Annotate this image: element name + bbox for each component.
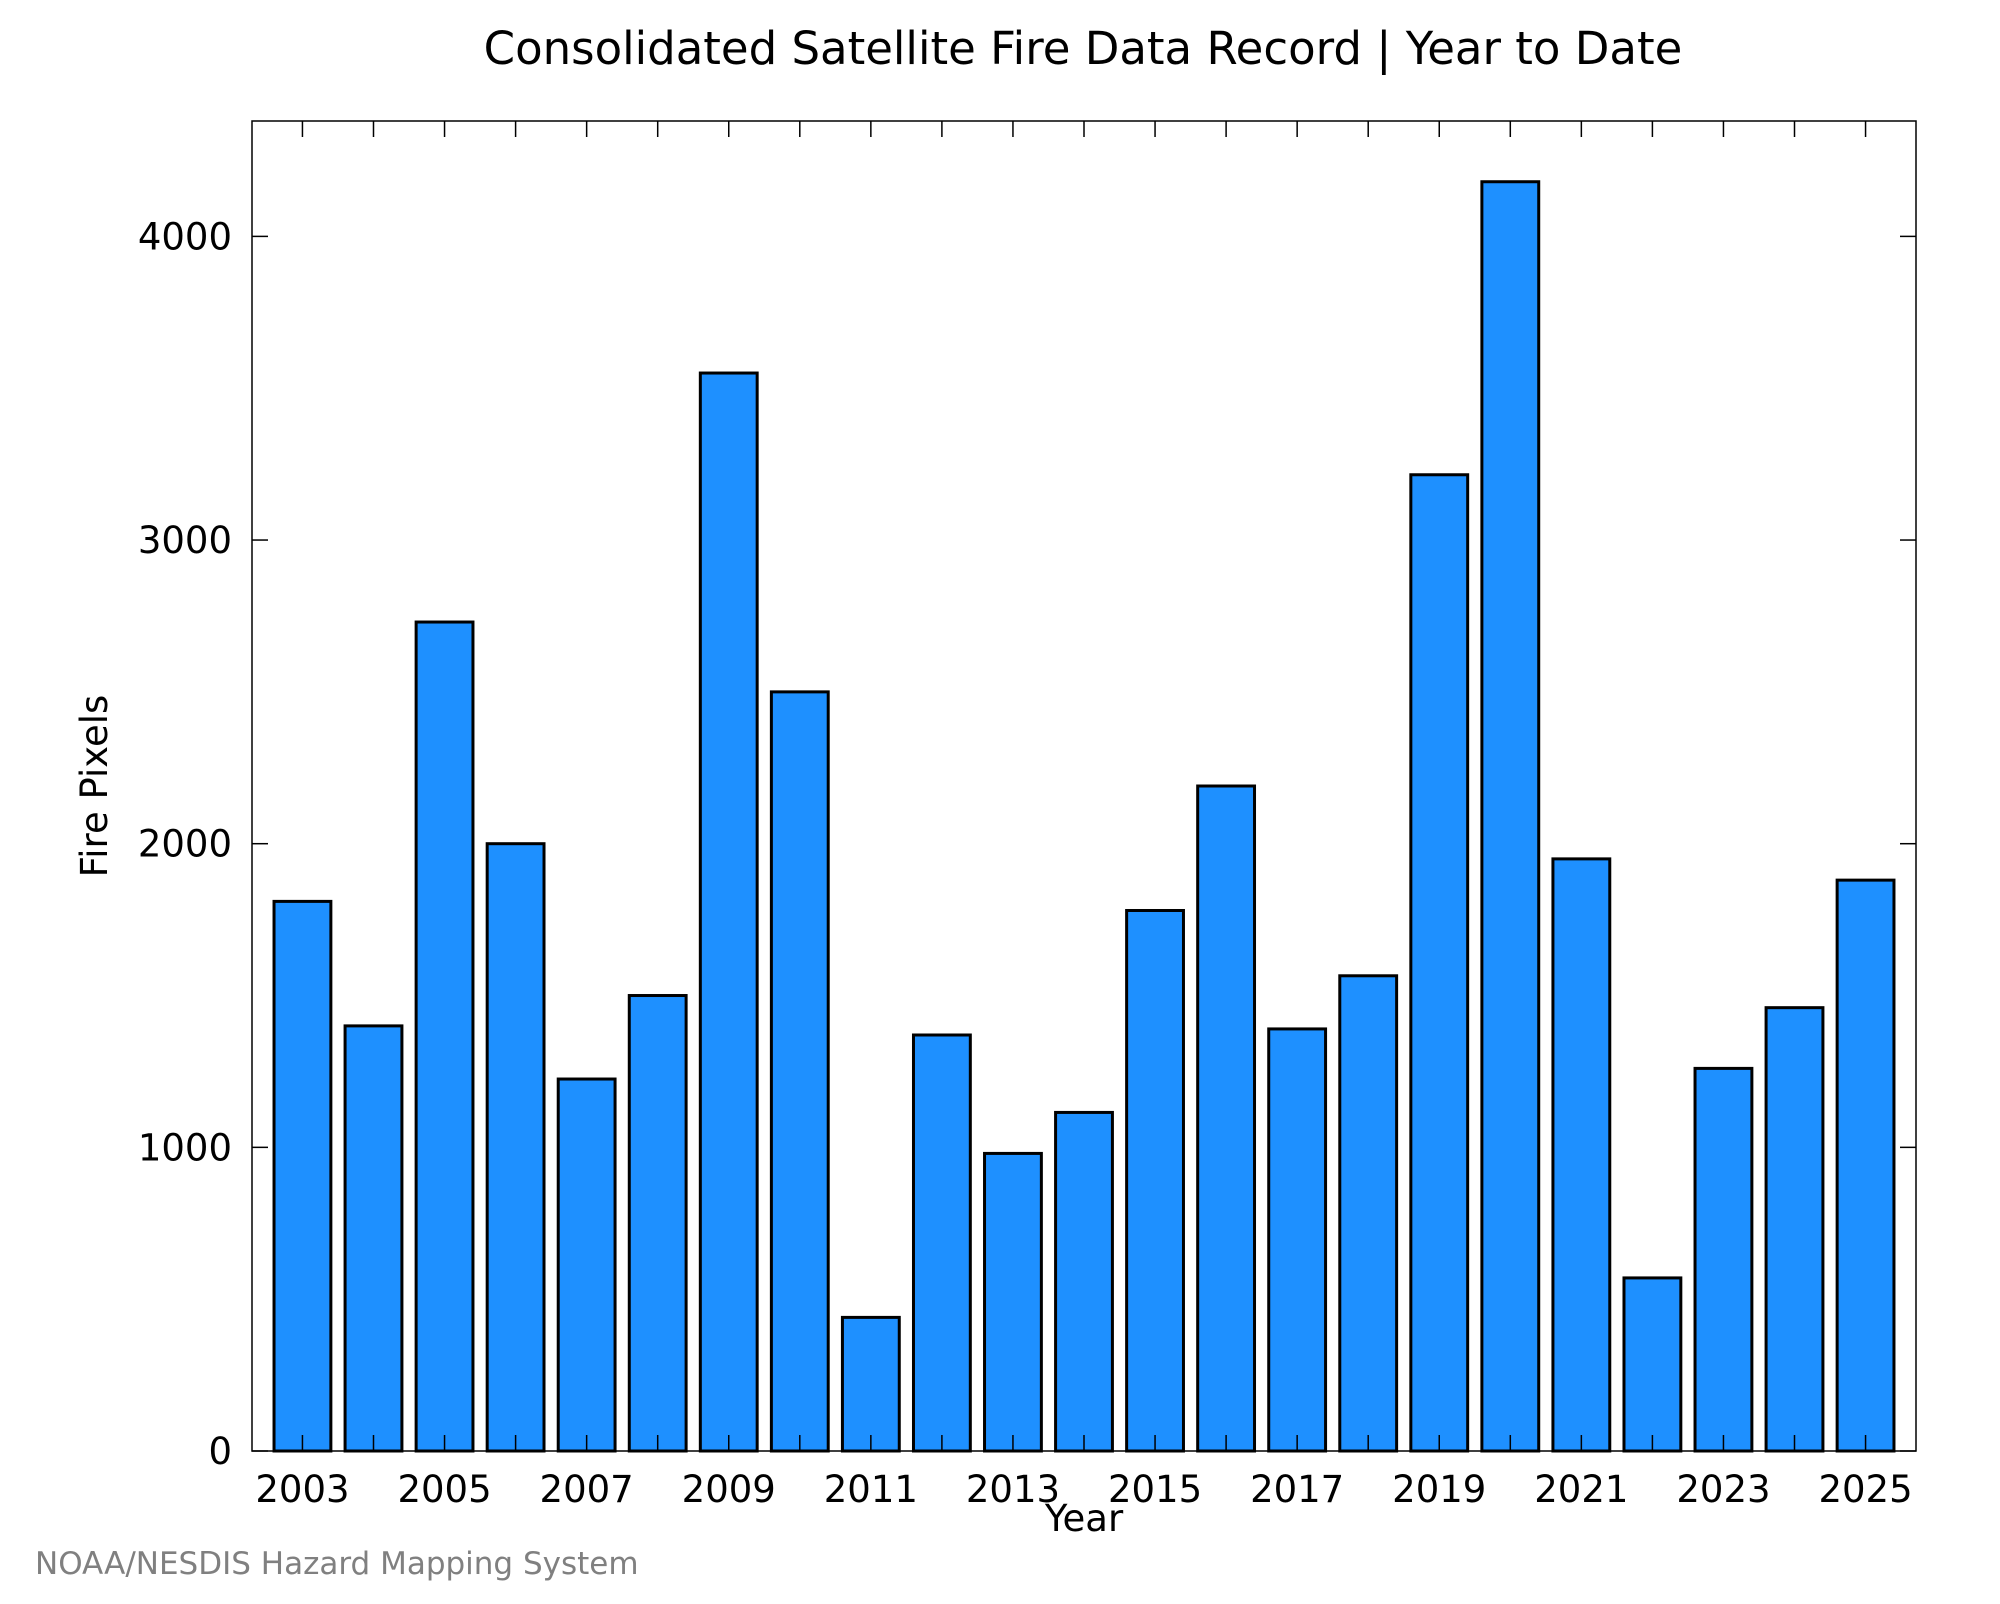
x-axis-label: Year [1044, 1497, 1124, 1540]
y-tick-label: 1000 [138, 1126, 232, 1169]
x-tick-label: 2003 [255, 1468, 349, 1511]
bar-2023 [1693, 1066, 1754, 1453]
y-axis: 0 1000 2000 3000 4000 [138, 215, 1916, 1473]
x-tick-label: 2007 [540, 1468, 634, 1511]
x-tick-label: 2021 [1534, 1468, 1628, 1511]
bar-2006 [485, 842, 546, 1453]
bar-2008 [627, 994, 688, 1453]
bar-2024 [1764, 1006, 1825, 1453]
bar-2011 [840, 1315, 901, 1453]
bar-2013 [983, 1151, 1043, 1453]
y-axis-label: Fire Pixels [73, 695, 116, 878]
x-tick-label: 2009 [682, 1468, 776, 1511]
x-tick-label: 2019 [1392, 1468, 1486, 1511]
bar-2005 [414, 620, 475, 1453]
bar-2019 [1409, 473, 1470, 1453]
bars-group [272, 180, 1896, 1453]
bar-2009 [698, 371, 759, 1453]
bar-2014 [1054, 1110, 1114, 1453]
bar-2021 [1551, 857, 1612, 1453]
bar-2007 [556, 1077, 617, 1453]
bar-2025 [1835, 878, 1896, 1453]
x-tick-label: 2017 [1250, 1468, 1344, 1511]
x-tick-label: 2025 [1818, 1468, 1912, 1511]
y-tick-label: 2000 [138, 823, 232, 866]
x-tick-label: 2015 [1108, 1468, 1202, 1511]
bar-2012 [911, 1033, 972, 1453]
x-tick-label: 2023 [1676, 1468, 1770, 1511]
bar-2018 [1338, 974, 1399, 1453]
x-tick-label: 2011 [824, 1468, 918, 1511]
bar-2017 [1267, 1027, 1328, 1453]
bar-2010 [769, 690, 830, 1453]
bar-2003 [272, 899, 333, 1453]
bar-2022 [1622, 1276, 1683, 1453]
chart-title: Consolidated Satellite Fire Data Record … [484, 22, 1683, 75]
credit-text: NOAA/NESDIS Hazard Mapping System [35, 1546, 639, 1582]
x-tick-label: 2013 [966, 1468, 1060, 1511]
bar-2015 [1125, 908, 1185, 1453]
x-axis: 2003 2005 2007 2009 2011 2013 2015 2017 2019 2021… [255, 121, 1913, 1511]
bar-2020 [1480, 180, 1541, 1453]
y-tick-label: 3000 [138, 519, 232, 562]
y-tick-label: 0 [208, 1430, 232, 1473]
x-tick-label: 2005 [397, 1468, 491, 1511]
y-tick-label: 4000 [138, 215, 232, 258]
bar-2004 [343, 1024, 404, 1453]
bar-2016 [1196, 784, 1257, 1453]
